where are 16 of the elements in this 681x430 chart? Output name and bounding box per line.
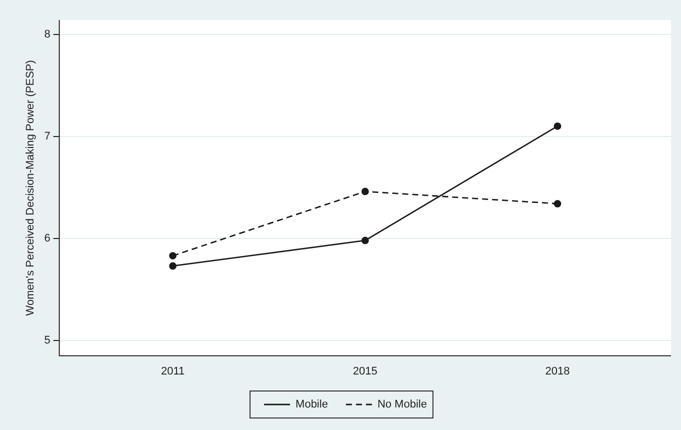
y-tick-label: 6 (44, 232, 50, 244)
y-tick-label: 7 (44, 130, 50, 142)
legend-label: No Mobile (377, 398, 427, 411)
point (169, 252, 177, 260)
point (361, 236, 369, 244)
legend-label: Mobile (296, 398, 328, 411)
x-tick-label: 2011 (160, 365, 185, 378)
point (169, 262, 177, 270)
y-tick-label: 5 (44, 334, 50, 347)
point (554, 200, 562, 208)
y-axis-title: Women's Perceived Decision-Making Power (PESP) (24, 60, 37, 316)
x-tick-label: 2018 (545, 365, 570, 378)
point (361, 188, 369, 196)
point (554, 122, 562, 130)
x-tick-label: 2015 (352, 365, 378, 378)
y-tick-label: 8 (44, 28, 50, 40)
